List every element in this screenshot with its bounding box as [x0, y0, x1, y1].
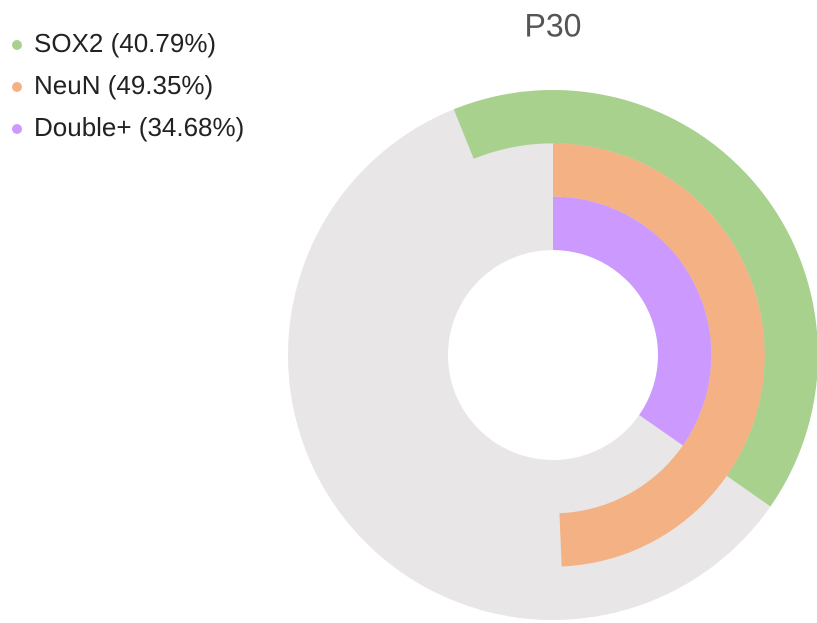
legend-marker: [12, 124, 22, 134]
legend-label: SOX2 (40.79%): [34, 28, 216, 58]
chart-title: P30: [525, 7, 582, 43]
legend-label: NeuN (49.35%): [34, 70, 213, 100]
ring-bar: [553, 143, 765, 567]
legend-marker: [12, 40, 22, 50]
legend-marker: [12, 82, 22, 92]
ring-bar: [553, 196, 712, 446]
ring-bar: [453, 90, 817, 507]
legend-label: Double+ (34.68%): [34, 112, 244, 142]
